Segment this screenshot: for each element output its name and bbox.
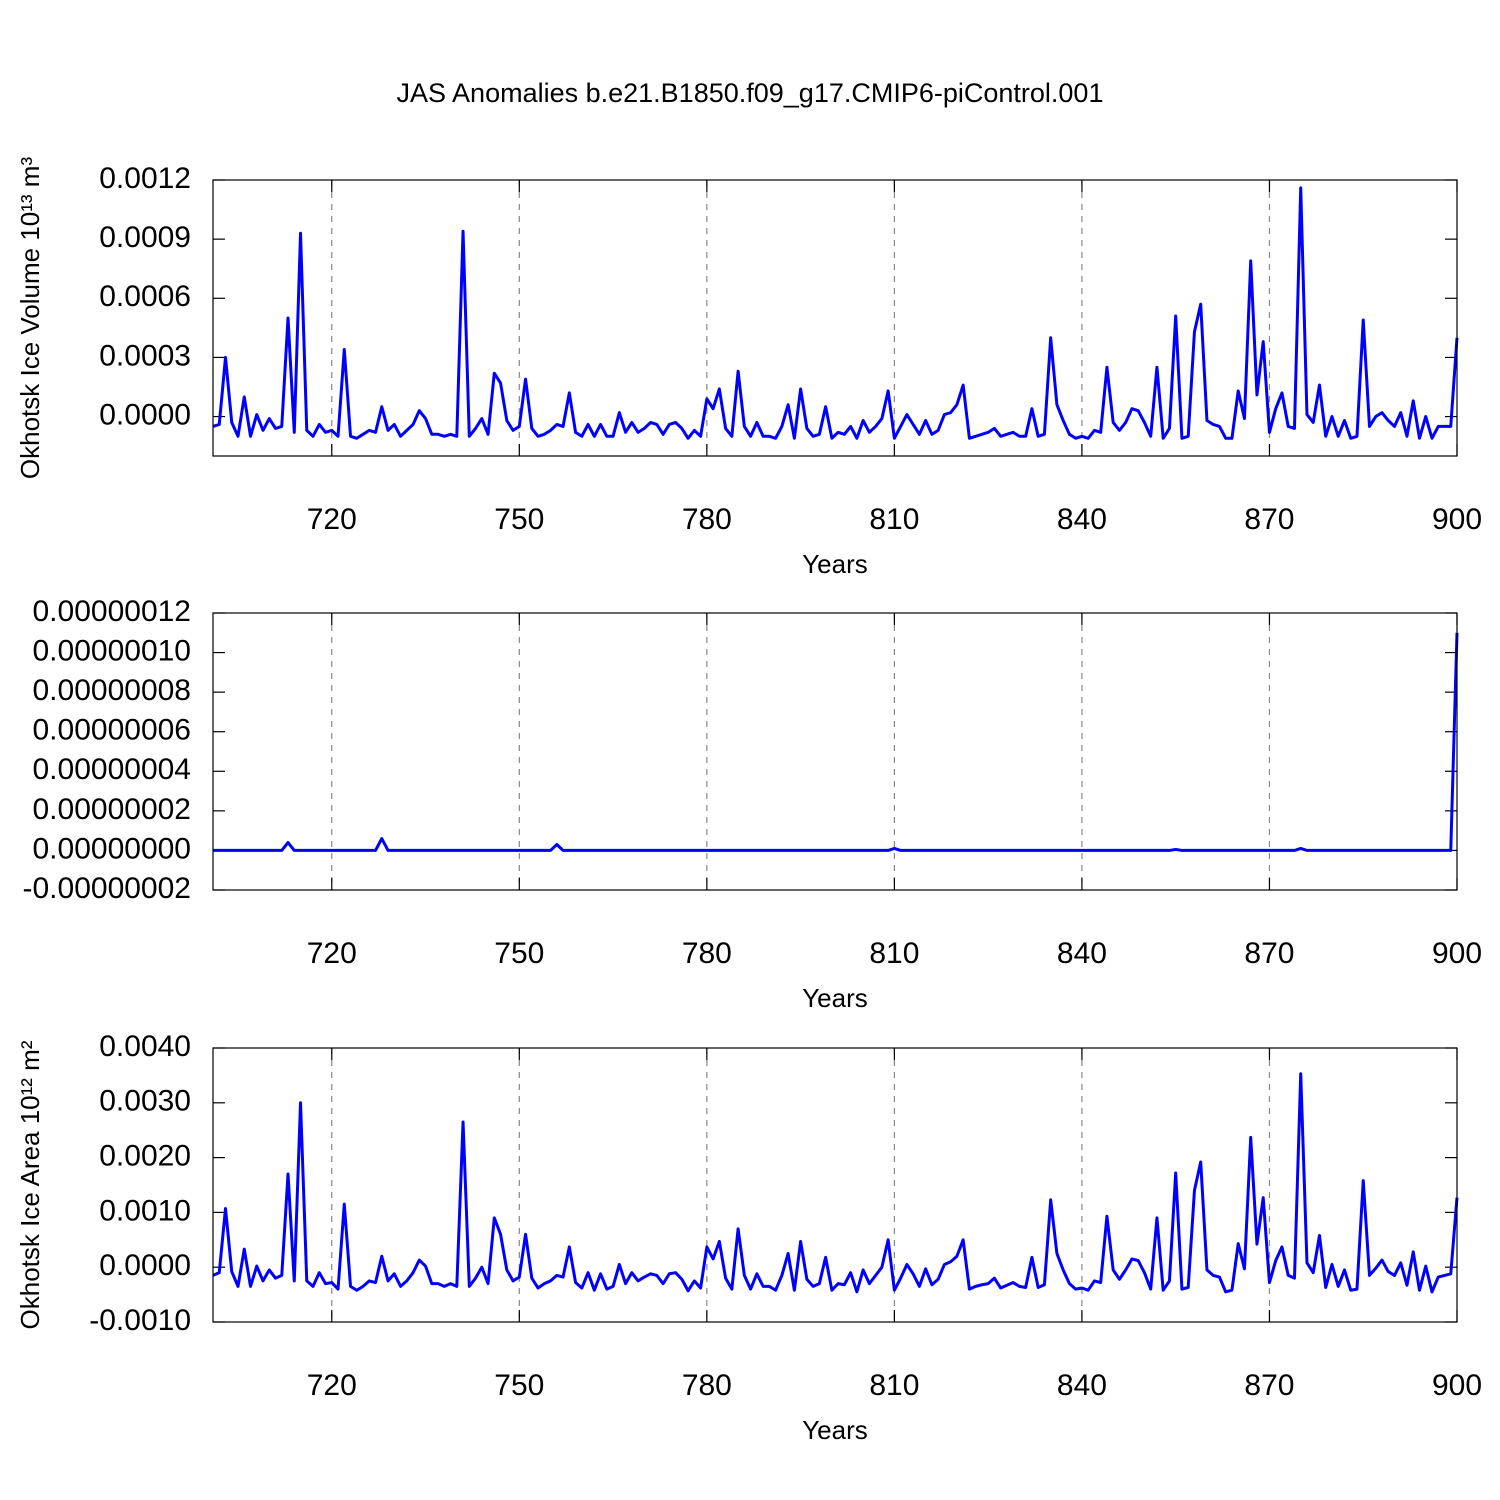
y-tick-label: 0.00000008 — [33, 674, 192, 707]
x-tick-label: 810 — [869, 503, 919, 536]
plot-frame — [212, 179, 1458, 457]
y-tick-label: 0.0010 — [99, 1194, 191, 1227]
x-tick-label: 720 — [307, 937, 357, 970]
y-tick-label: 0.0020 — [99, 1140, 191, 1173]
x-tick-label: 900 — [1432, 1369, 1482, 1402]
y-tick-label: 0.0006 — [99, 280, 191, 313]
y-tick-label: 0.00000012 — [33, 595, 192, 628]
x-tick-label: 780 — [682, 503, 732, 536]
y-tick-label: 0.0040 — [99, 1030, 191, 1063]
x-tick-label: 750 — [494, 937, 544, 970]
x-tick-label: 720 — [307, 503, 357, 536]
x-tick-label: 780 — [682, 937, 732, 970]
y-axis-label: Okhotsk Ice Area 10¹² m² — [15, 1040, 45, 1329]
plot-frame — [212, 1047, 1458, 1323]
x-tick-label: 810 — [869, 1369, 919, 1402]
y-tick-label: 0.00000006 — [33, 714, 192, 747]
y-tick-label: 0.00000000 — [33, 832, 192, 865]
x-tick-label: 870 — [1244, 1369, 1294, 1402]
x-axis-label: Years — [802, 1415, 868, 1445]
y-tick-label: -0.00000002 — [23, 872, 192, 905]
x-tick-label: 870 — [1244, 937, 1294, 970]
y-tick-label: 0.00000004 — [33, 753, 192, 786]
y-axis-label: Okhotsk Ice Volume 10¹³ m³ — [15, 157, 45, 480]
x-tick-label: 840 — [1057, 503, 1107, 536]
data-line — [212, 1072, 1459, 1294]
y-tick-label: 0.0012 — [99, 162, 191, 195]
y-tick-label: 0.0009 — [99, 221, 191, 254]
x-axis-label: Years — [802, 549, 868, 579]
x-tick-label: 840 — [1057, 1369, 1107, 1402]
x-tick-label: 870 — [1244, 503, 1294, 536]
x-axis-label: Years — [802, 983, 868, 1013]
data-line — [212, 186, 1459, 440]
y-tick-label: -0.0010 — [89, 1304, 191, 1337]
y-tick-label: 0.0000 — [99, 398, 191, 431]
x-tick-label: 840 — [1057, 937, 1107, 970]
x-tick-label: 810 — [869, 937, 919, 970]
x-tick-label: 780 — [682, 1369, 732, 1402]
chart-title: JAS Anomalies b.e21.B1850.f09_g17.CMIP6-… — [397, 78, 1104, 108]
y-tick-label: 0.00000002 — [33, 793, 192, 826]
y-tick-label: 0.0003 — [99, 339, 191, 372]
plot-frame — [212, 612, 1458, 891]
x-tick-label: 750 — [494, 503, 544, 536]
x-tick-label: 720 — [307, 1369, 357, 1402]
y-tick-label: 0.0000 — [99, 1249, 191, 1282]
x-tick-label: 900 — [1432, 937, 1482, 970]
data-line — [213, 632, 1459, 852]
x-tick-label: 750 — [494, 1369, 544, 1402]
y-tick-label: 0.00000010 — [33, 634, 192, 667]
y-tick-label: 0.0030 — [99, 1085, 191, 1118]
x-tick-label: 900 — [1432, 503, 1482, 536]
